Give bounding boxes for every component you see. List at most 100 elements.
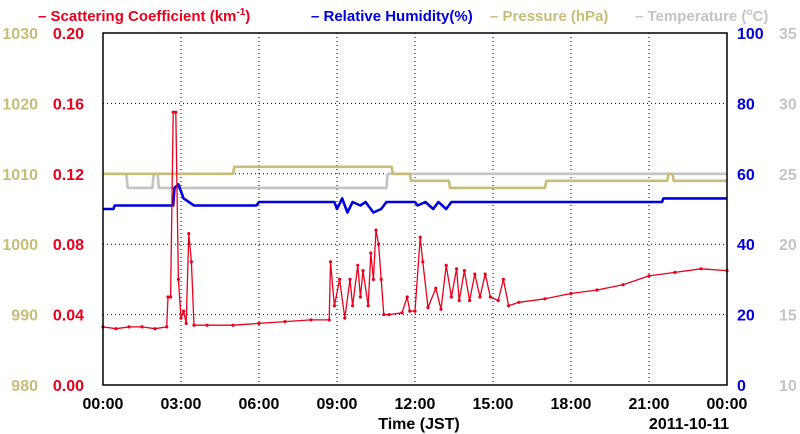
data-point-scattering xyxy=(426,306,430,310)
scattering-tick-label: 0.08 xyxy=(53,237,84,254)
data-point-scattering xyxy=(507,304,511,308)
data-point-scattering xyxy=(569,291,573,296)
data-point-scattering xyxy=(374,228,378,232)
temperature-tick-label: 30 xyxy=(779,96,797,113)
data-point-scattering xyxy=(377,242,381,246)
pressure-tick-label: 1020 xyxy=(2,96,38,113)
humidity-tick-label: 20 xyxy=(737,308,755,325)
scattering-tick-label: 0.00 xyxy=(53,378,84,395)
temperature-tick-label: 35 xyxy=(779,26,797,43)
humidity-tick-label: 80 xyxy=(737,96,755,113)
scattering-tick-label: 0.12 xyxy=(53,167,84,184)
data-point-scattering xyxy=(231,323,235,327)
humidity-tick-label: 60 xyxy=(737,167,755,184)
data-point-scattering xyxy=(361,269,365,273)
data-point-scattering xyxy=(455,267,459,271)
data-point-scattering xyxy=(483,272,487,276)
data-point-scattering xyxy=(184,321,188,325)
data-point-scattering xyxy=(647,274,651,278)
data-point-scattering xyxy=(140,325,144,329)
data-point-scattering xyxy=(327,318,331,322)
data-point-scattering xyxy=(387,313,391,317)
data-point-scattering xyxy=(462,269,466,273)
date-label: 2011-10-11 xyxy=(649,416,729,433)
x-tick-label: 06:00 xyxy=(239,396,280,413)
temperature-tick-label: 15 xyxy=(779,308,797,325)
data-point-scattering xyxy=(179,316,183,320)
data-point-scattering xyxy=(439,307,443,311)
temperature-tick-label: 25 xyxy=(779,167,797,184)
data-point-scattering xyxy=(421,260,425,264)
data-point-scattering xyxy=(418,235,422,239)
scattering-tick-label: 0.16 xyxy=(53,96,84,113)
x-tick-label: 03:00 xyxy=(161,396,202,413)
data-point-scattering xyxy=(444,263,448,267)
data-point-scattering xyxy=(473,272,477,276)
data-point-scattering xyxy=(400,311,404,315)
legend-item: – Relative Humidity(%) xyxy=(311,8,473,25)
data-point-scattering xyxy=(257,321,261,325)
data-point-scattering xyxy=(408,309,412,313)
legend-item: – Pressure (hPa) xyxy=(490,8,608,25)
series-line-scattering xyxy=(102,111,728,330)
data-point-scattering xyxy=(366,304,370,308)
data-point-scattering xyxy=(449,295,453,299)
humidity-tick-label: 40 xyxy=(737,237,755,254)
x-axis-label: Time (JST) xyxy=(378,416,460,433)
x-tick-label: 09:00 xyxy=(317,396,358,413)
data-point-scattering xyxy=(283,320,287,324)
data-point-scattering xyxy=(517,300,521,304)
data-point-scattering xyxy=(169,295,173,299)
data-point-scattering xyxy=(382,313,386,317)
data-point-scattering xyxy=(699,267,703,271)
data-point-scattering xyxy=(338,277,342,281)
x-tick-label: 15:00 xyxy=(473,396,514,413)
data-point-scattering xyxy=(358,295,362,299)
data-point-scattering xyxy=(114,327,118,331)
legend-item: – Temperature (oC) xyxy=(635,7,768,25)
data-point-scattering xyxy=(369,251,373,255)
data-point-scattering xyxy=(413,309,417,313)
pressure-tick-label: 1010 xyxy=(2,167,38,184)
scattering-tick-label: 0.04 xyxy=(53,308,84,325)
series-line-pressure xyxy=(103,165,727,190)
x-tick-label: 12:00 xyxy=(395,396,436,413)
data-point-scattering xyxy=(192,323,196,327)
data-point-scattering xyxy=(182,309,186,313)
legend-item: – Scattering Coefficient (km-1) xyxy=(38,7,250,25)
series-layer xyxy=(101,110,729,331)
data-point-scattering xyxy=(673,270,677,274)
humidity-tick-label: 0 xyxy=(737,378,746,395)
data-point-scattering xyxy=(348,277,352,281)
data-point-scattering xyxy=(356,263,360,267)
tick-labels: 00:00 03:00 06:00 09:00 12:00 15:00 18:00 21:00… xyxy=(2,26,796,413)
pressure-tick-label: 980 xyxy=(11,378,38,395)
data-point-scattering xyxy=(153,327,157,331)
data-point-scattering xyxy=(501,277,505,281)
data-point-scattering xyxy=(595,288,599,292)
data-point-scattering xyxy=(405,295,409,299)
humidity-tick-label: 100 xyxy=(737,26,764,43)
data-point-scattering xyxy=(176,277,180,281)
x-tick-label: 00:00 xyxy=(83,396,124,413)
x-tick-label: 21:00 xyxy=(629,396,670,413)
data-point-scattering xyxy=(189,260,193,264)
data-point-scattering xyxy=(171,110,175,114)
data-point-scattering xyxy=(351,304,355,308)
temperature-tick-label: 10 xyxy=(779,378,797,395)
data-point-scattering xyxy=(468,298,472,303)
pressure-tick-label: 990 xyxy=(11,308,38,325)
data-point-scattering xyxy=(434,286,438,290)
x-tick-label: 18:00 xyxy=(551,396,592,413)
legend: – Scattering Coefficient (km-1) – Relativ… xyxy=(38,7,768,25)
data-point-scattering xyxy=(496,298,500,303)
scattering-tick-label: 0.20 xyxy=(53,26,84,43)
series-line-humidity xyxy=(103,183,727,214)
data-point-scattering xyxy=(166,295,170,299)
data-point-scattering xyxy=(332,304,336,308)
data-point-scattering xyxy=(379,277,383,281)
data-point-scattering xyxy=(205,323,209,327)
data-point-scattering xyxy=(543,297,547,301)
data-point-scattering xyxy=(127,325,131,329)
